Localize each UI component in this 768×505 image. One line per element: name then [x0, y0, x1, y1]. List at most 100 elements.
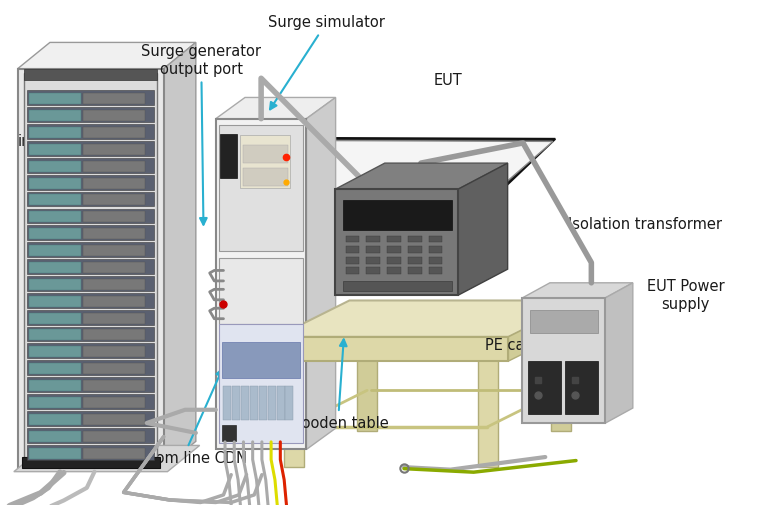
Bar: [240, 135, 290, 188]
Bar: [29, 212, 81, 222]
Bar: [216, 119, 306, 449]
Bar: [346, 257, 359, 264]
Text: Telecom line CDN: Telecom line CDN: [119, 369, 247, 466]
Bar: [29, 279, 81, 290]
Bar: [408, 246, 422, 253]
Bar: [83, 194, 144, 206]
Bar: [83, 110, 144, 121]
Bar: [222, 425, 236, 441]
Bar: [29, 194, 81, 206]
Bar: [286, 386, 293, 420]
Bar: [29, 127, 81, 138]
Bar: [24, 73, 157, 462]
Bar: [268, 386, 276, 420]
Bar: [83, 245, 144, 256]
Bar: [29, 110, 81, 121]
Polygon shape: [276, 300, 581, 337]
Bar: [27, 175, 154, 189]
Bar: [83, 296, 144, 307]
Bar: [429, 267, 442, 274]
Polygon shape: [216, 97, 336, 119]
Bar: [250, 386, 258, 420]
Bar: [27, 158, 154, 173]
Bar: [29, 296, 81, 307]
Bar: [276, 337, 508, 361]
Bar: [408, 257, 422, 264]
Bar: [27, 242, 154, 257]
Bar: [233, 386, 240, 420]
Bar: [29, 329, 81, 340]
Bar: [387, 246, 401, 253]
Bar: [429, 257, 442, 264]
Bar: [522, 298, 605, 423]
Polygon shape: [605, 283, 633, 423]
Bar: [259, 386, 266, 420]
Bar: [27, 124, 154, 139]
Bar: [29, 380, 81, 391]
Bar: [83, 228, 144, 239]
Bar: [27, 327, 154, 341]
Polygon shape: [164, 42, 196, 468]
Bar: [243, 145, 288, 163]
Bar: [29, 346, 81, 358]
Bar: [83, 329, 144, 340]
Polygon shape: [18, 42, 196, 69]
Bar: [83, 380, 144, 391]
Bar: [27, 445, 154, 460]
Bar: [366, 246, 380, 253]
Bar: [222, 342, 300, 378]
Polygon shape: [218, 138, 555, 197]
Text: Telecom
interconnection
simulator: Telecom interconnection simulator: [18, 117, 133, 166]
Bar: [27, 191, 154, 207]
Bar: [27, 343, 154, 359]
Bar: [387, 267, 401, 274]
Bar: [429, 246, 442, 253]
Bar: [29, 144, 81, 155]
Bar: [29, 414, 81, 425]
Bar: [219, 258, 303, 324]
Bar: [220, 134, 237, 178]
Polygon shape: [522, 283, 633, 298]
Bar: [29, 228, 81, 239]
Polygon shape: [458, 163, 508, 295]
Bar: [83, 447, 144, 459]
Text: EUT: EUT: [434, 73, 462, 88]
Bar: [27, 377, 154, 392]
Bar: [276, 386, 284, 420]
Bar: [27, 107, 154, 122]
Bar: [29, 431, 81, 442]
Bar: [18, 69, 164, 468]
Bar: [357, 320, 377, 431]
Text: Surge simulator: Surge simulator: [268, 15, 385, 110]
Bar: [408, 267, 422, 274]
Text: Isolation transformer: Isolation transformer: [568, 217, 723, 232]
Bar: [83, 144, 144, 155]
Bar: [346, 267, 359, 274]
Text: Surge generator
output port: Surge generator output port: [141, 44, 261, 225]
Bar: [478, 356, 498, 467]
Bar: [366, 267, 380, 274]
Bar: [387, 257, 401, 264]
Bar: [29, 161, 81, 172]
Bar: [83, 279, 144, 290]
Bar: [335, 189, 458, 295]
Bar: [29, 363, 81, 374]
Bar: [243, 168, 288, 186]
Bar: [83, 93, 144, 104]
Bar: [27, 394, 154, 409]
Bar: [83, 161, 144, 172]
Bar: [83, 397, 144, 408]
Polygon shape: [220, 140, 553, 195]
Bar: [29, 262, 81, 273]
Bar: [83, 313, 144, 324]
Bar: [83, 262, 144, 273]
Bar: [530, 311, 598, 333]
Bar: [83, 414, 144, 425]
Bar: [27, 209, 154, 223]
Polygon shape: [306, 97, 336, 449]
Bar: [346, 246, 359, 253]
Text: EUT Power
supply: EUT Power supply: [647, 279, 725, 312]
Bar: [27, 428, 154, 443]
Bar: [29, 397, 81, 408]
Polygon shape: [508, 300, 581, 361]
